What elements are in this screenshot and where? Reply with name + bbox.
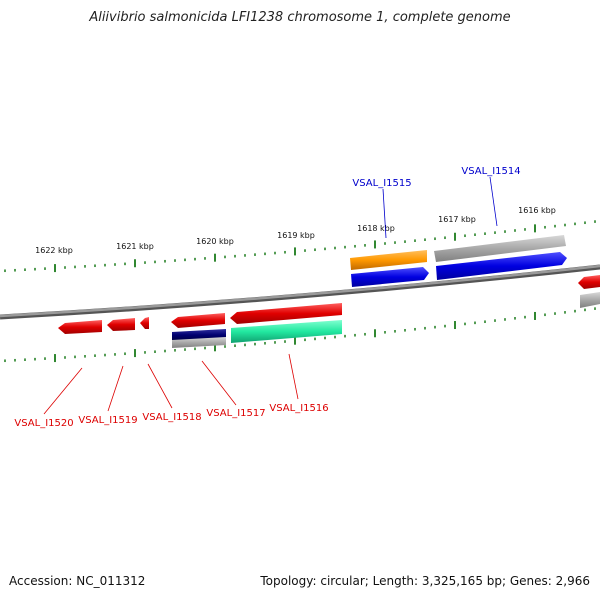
feature-vsal-i1519[interactable] — [107, 318, 135, 331]
feature-vsal-i1515[interactable] — [351, 267, 429, 287]
ruler-labels: 1622 kbp 1621 kbp 1620 kbp 1619 kbp 1618… — [35, 206, 556, 255]
feature-gray-forward[interactable] — [434, 235, 566, 262]
chromosome-backbone — [0, 264, 600, 318]
ruler-label-1619: 1619 kbp — [277, 231, 315, 240]
leader-vsal-i1519 — [107, 365, 124, 412]
ruler-label-1618: 1618 kbp — [357, 224, 395, 233]
feature-orange-forward[interactable] — [350, 250, 427, 270]
feature-gray-edge[interactable] — [580, 292, 600, 308]
feature-gray-reverse[interactable] — [172, 337, 226, 348]
feature-teal-reverse[interactable] — [231, 320, 342, 343]
leader-vsal-i1515 — [382, 188, 387, 239]
leader-vsal-i1520 — [43, 367, 83, 415]
gene-label-vsal-i1517[interactable]: VSAL_I1517 — [206, 408, 265, 419]
ruler-label-1620: 1620 kbp — [196, 237, 234, 246]
gene-labels: VSAL_I1515 VSAL_I1514 VSAL_I1520 VSAL_I1… — [14, 166, 520, 429]
feature-vsal-i1517[interactable] — [171, 313, 225, 328]
ruler-label-1617: 1617 kbp — [438, 215, 476, 224]
ruler-label-1622: 1622 kbp — [35, 246, 73, 255]
genome-summary-text: Topology: circular; Length: 3,325,165 bp… — [260, 574, 590, 588]
leader-vsal-i1518 — [147, 363, 173, 409]
gene-label-vsal-i1518[interactable]: VSAL_I1518 — [142, 412, 201, 423]
leader-vsal-i1514 — [489, 176, 498, 227]
feature-red-edge[interactable] — [578, 275, 600, 289]
gene-label-vsal-i1515[interactable]: VSAL_I1515 — [352, 178, 411, 189]
feature-vsal-i1518[interactable] — [140, 317, 149, 329]
leader-vsal-i1516 — [288, 353, 299, 400]
label-leaders — [43, 176, 498, 415]
lower-dotted-ruler — [4, 307, 596, 363]
map-title: Aliivibrio salmonicida LFI1238 chromosom… — [89, 10, 511, 25]
leader-vsal-i1517 — [201, 360, 237, 406]
forward-features — [350, 235, 600, 308]
ruler-label-1621: 1621 kbp — [116, 242, 154, 251]
accession-text: Accession: NC_011312 — [9, 574, 146, 588]
gene-label-vsal-i1519[interactable]: VSAL_I1519 — [78, 415, 137, 426]
feature-vsal-i1514[interactable] — [436, 252, 567, 280]
gene-label-vsal-i1520[interactable]: VSAL_I1520 — [14, 418, 73, 429]
gene-label-vsal-i1516[interactable]: VSAL_I1516 — [269, 403, 328, 414]
reverse-features — [58, 303, 342, 348]
upper-dotted-ruler — [4, 220, 596, 273]
ruler-label-1616: 1616 kbp — [518, 206, 556, 215]
feature-vsal-i1520[interactable] — [58, 320, 102, 334]
gene-label-vsal-i1514[interactable]: VSAL_I1514 — [461, 166, 520, 177]
feature-vsal-i1516[interactable] — [230, 303, 342, 324]
